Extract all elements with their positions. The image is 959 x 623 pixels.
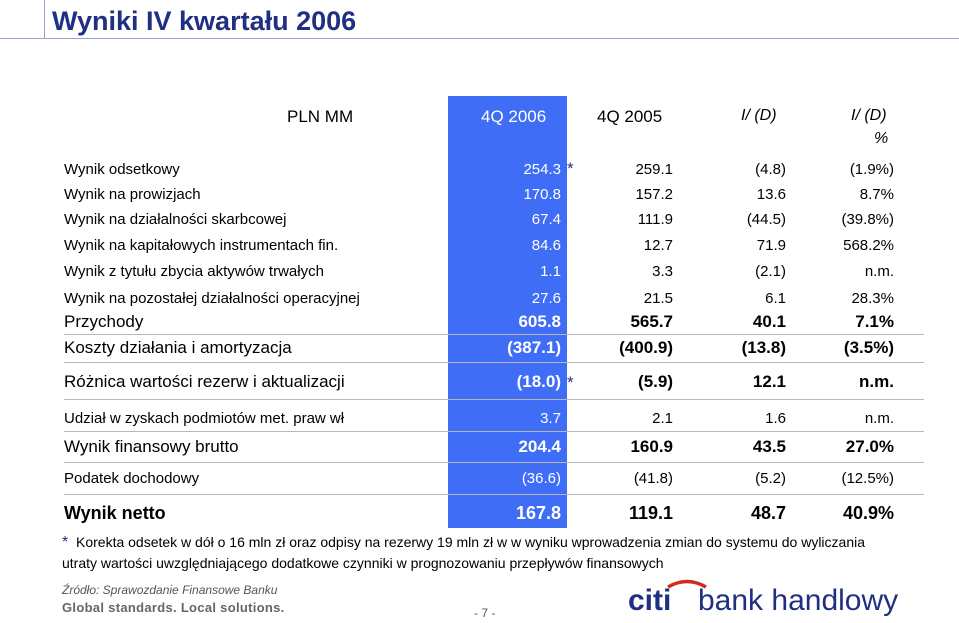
value-4q2006: 1.1 — [540, 263, 561, 280]
value-4q2006: 84.6 — [531, 237, 561, 254]
footnote-marker: * — [567, 159, 574, 178]
row-label: Wynik na prowizjach — [64, 186, 201, 203]
value-4q2005: 3.3 — [652, 263, 673, 280]
value-change: (2.1) — [755, 263, 786, 280]
value-change: 40.1 — [752, 312, 786, 331]
value-4q2005: 259.1 — [635, 161, 673, 178]
value-change: (13.8) — [741, 338, 786, 357]
row-label: Podatek dochodowy — [64, 470, 200, 487]
row-label: Udział w zyskach podmiotów met. praw wł — [64, 410, 345, 427]
value-4q2006: 3.7 — [540, 410, 561, 427]
value-4q2005: 12.7 — [643, 237, 673, 254]
value-4q2005: (5.9) — [638, 372, 673, 391]
value-4q2006: 27.6 — [531, 290, 561, 307]
value-change-pct: (1.9%) — [849, 161, 894, 178]
value-change-pct: n.m. — [864, 263, 894, 280]
row-label: Wynik finansowy brutto — [64, 437, 239, 456]
footnote-line2: utraty wartości uwzględniającego dodatko… — [62, 555, 664, 571]
value-4q2005: 21.5 — [643, 290, 673, 307]
col-header-4q2006: 4Q 2006 — [481, 107, 547, 126]
value-4q2005: 111.9 — [637, 211, 673, 228]
footnote-marker: * — [567, 373, 574, 392]
citibank-handlowy-logo: citi bank handlowy — [628, 578, 928, 623]
value-4q2006: 605.8 — [518, 312, 561, 331]
page-number: - 7 - — [474, 606, 496, 620]
value-4q2006: (36.6) — [521, 470, 561, 487]
value-change-pct: 8.7% — [859, 186, 894, 203]
logo-text-bank-handlowy: bank handlowy — [698, 584, 898, 617]
row-label: Wynik na działalności skarbcowej — [64, 211, 287, 228]
value-4q2006: 67.4 — [531, 211, 561, 228]
value-4q2006: (387.1) — [507, 338, 561, 357]
value-change: 71.9 — [756, 237, 786, 254]
value-4q2005: 565.7 — [630, 312, 673, 331]
value-change: 43.5 — [752, 437, 786, 456]
value-4q2006: 170.8 — [523, 186, 561, 203]
row-label: Przychody — [64, 312, 144, 331]
row-label: Różnica wartości rezerw i aktualizacji — [64, 372, 345, 391]
value-4q2005: (400.9) — [619, 338, 673, 357]
value-change-pct: (3.5%) — [843, 338, 894, 357]
value-change-pct: 27.0% — [845, 437, 894, 456]
title-divider-horizontal — [0, 38, 959, 39]
currency-header: PLN MM — [287, 107, 354, 126]
row-label: Wynik odsetkowy — [64, 161, 180, 178]
col-header-change-pct-unit: % — [874, 130, 889, 147]
value-change: 48.7 — [750, 503, 786, 523]
row-separator — [64, 462, 924, 463]
logo-text-citi: citi — [628, 584, 671, 617]
value-4q2006: 204.4 — [518, 437, 561, 456]
row-separator — [64, 362, 924, 363]
value-4q2006: 167.8 — [515, 503, 561, 523]
row-separator — [64, 431, 924, 432]
value-change: 12.1 — [752, 372, 786, 391]
value-change-pct: (39.8%) — [841, 211, 894, 228]
col-header-4q2005: 4Q 2005 — [597, 107, 663, 126]
row-label: Wynik z tytułu zbycia aktywów trwałych — [64, 263, 324, 280]
tagline: Global standards. Local solutions. — [62, 600, 285, 615]
value-4q2005: (41.8) — [633, 470, 673, 487]
value-4q2005: 157.2 — [635, 186, 673, 203]
highlight-column-4q2006 — [448, 96, 567, 528]
row-label: Koszty działania i amortyzacja — [64, 338, 292, 357]
value-change: (44.5) — [746, 211, 786, 228]
page-title: Wyniki IV kwartału 2006 — [52, 6, 357, 36]
row-separator — [64, 334, 924, 335]
value-change-pct: n.m. — [864, 410, 894, 427]
row-separator — [64, 494, 924, 495]
value-change-pct: 568.2% — [843, 237, 894, 254]
citibank-logo-icon: citi bank handlowy — [628, 579, 898, 617]
value-change: (5.2) — [755, 470, 786, 487]
row-label: Wynik netto — [64, 503, 166, 523]
col-header-change-pct: I/ (D) — [851, 107, 887, 124]
footnote-marker: * — [62, 534, 69, 551]
row-label: Wynik na kapitałowych instrumentach fin. — [64, 237, 339, 254]
value-change: (4.8) — [755, 161, 786, 178]
value-change-pct: 7.1% — [855, 312, 894, 331]
row-label: Wynik na pozostałej działalności operacy… — [64, 290, 360, 307]
value-4q2006: 254.3 — [523, 161, 561, 178]
value-4q2005: 160.9 — [630, 437, 673, 456]
value-change-pct: 28.3% — [851, 290, 894, 307]
row-separator — [64, 399, 924, 400]
value-change: 13.6 — [756, 186, 786, 203]
value-change-pct: 40.9% — [842, 503, 894, 523]
value-4q2005: 2.1 — [652, 410, 673, 427]
value-change-pct: (12.5%) — [841, 470, 894, 487]
value-change-pct: n.m. — [859, 372, 894, 391]
title-divider-vertical — [44, 0, 45, 38]
value-4q2005: 119.1 — [628, 503, 673, 523]
value-change: 6.1 — [765, 290, 786, 307]
value-4q2006: (18.0) — [516, 372, 561, 391]
value-change: 1.6 — [765, 410, 786, 427]
source-note: Źródło: Sprawozdanie Finansowe Banku — [62, 583, 278, 597]
footnote-line1: Korekta odsetek w dół o 16 mln zł oraz o… — [76, 534, 866, 550]
col-header-change: I/ (D) — [741, 107, 777, 124]
